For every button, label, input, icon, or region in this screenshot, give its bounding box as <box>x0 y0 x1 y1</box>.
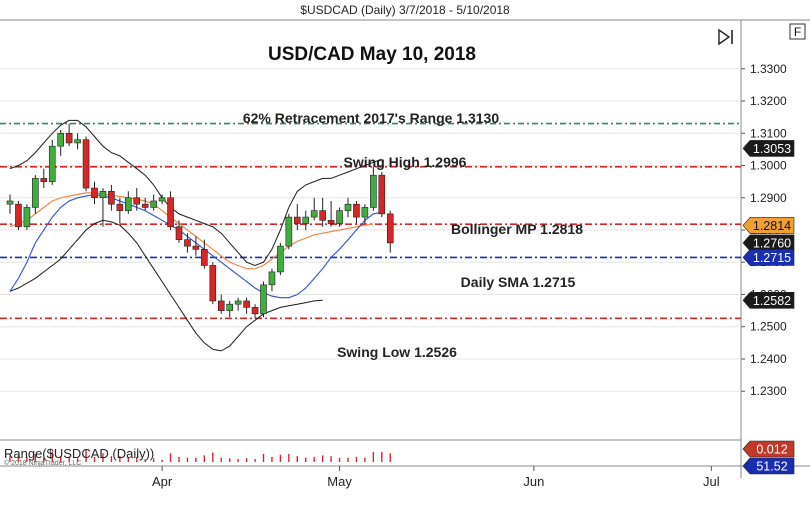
fib-level-label: 62% Retracement 2017's Range 1.3130 <box>243 110 499 126</box>
candle-body[interactable] <box>99 191 107 199</box>
candle-body[interactable] <box>184 239 191 247</box>
candle-body[interactable] <box>125 197 132 211</box>
bollinger-lower-line <box>9 219 323 352</box>
play-to-end-icon[interactable] <box>718 28 733 46</box>
flag-box[interactable] <box>789 23 806 40</box>
chart-title: USD/CAD May 10, 2018 <box>268 44 476 65</box>
y-tick-label: 1.3100 <box>750 126 787 140</box>
candle-body[interactable] <box>48 145 56 182</box>
candle-body[interactable] <box>217 300 225 311</box>
candle-body[interactable] <box>116 203 124 211</box>
copyright-text: © 2018 NinjaTrader, LLC <box>4 459 81 467</box>
window-title: $USDCAD (Daily) 3/7/2018 - 5/10/2018 <box>300 3 510 17</box>
y-tick-label: 1.3200 <box>750 94 787 108</box>
candle-body[interactable] <box>82 139 90 189</box>
swing-low-label: Swing Low 1.2526 <box>337 344 457 360</box>
candle-body[interactable] <box>319 210 326 221</box>
candle-body[interactable] <box>336 210 343 224</box>
candle-body[interactable] <box>23 207 31 228</box>
candle-body[interactable] <box>386 213 394 244</box>
range-value-badge-text: 0.012 <box>756 443 787 457</box>
last-badge-text: 1.2760 <box>753 236 791 250</box>
x-tick-label-jun: Jun <box>523 474 544 489</box>
candle-body[interactable] <box>40 178 48 182</box>
bollinger-mp-label: Bollinger MP 1.2818 <box>451 221 583 237</box>
bb-lower-badge <box>742 292 795 309</box>
candle-body[interactable] <box>150 200 157 208</box>
range-panel-label: Range($USDCAD (Daily)) <box>4 446 154 461</box>
candle-body[interactable] <box>74 139 81 144</box>
sma-badge <box>742 249 795 266</box>
candle-body[interactable] <box>277 245 284 273</box>
candle-body[interactable] <box>302 216 310 224</box>
candle-body[interactable] <box>293 216 301 224</box>
candle-body[interactable] <box>234 300 242 305</box>
bollinger-upper-line <box>9 119 382 267</box>
sma-badge-text: 1.2715 <box>753 251 791 265</box>
y-tick-label: 1.2400 <box>750 352 787 366</box>
candle-body[interactable] <box>32 178 39 208</box>
last-badge <box>742 234 795 252</box>
candle-body[interactable] <box>175 226 183 240</box>
bb-upper-badge-text: 1.3053 <box>753 142 791 156</box>
candle-body[interactable] <box>158 197 166 202</box>
candle-body[interactable] <box>141 203 149 208</box>
candle-body[interactable] <box>209 265 217 302</box>
candle-body[interactable] <box>353 203 360 218</box>
bb-mid-badge-text: 1.2814 <box>753 219 791 233</box>
candle-body[interactable] <box>361 207 369 218</box>
x-tick-label-jul: Jul <box>703 474 720 489</box>
candle-body[interactable] <box>226 303 233 311</box>
candle-body[interactable] <box>192 245 200 250</box>
flag-label: F <box>794 25 801 39</box>
sma-level-label: Daily SMA 1.2715 <box>461 274 576 290</box>
range-value-badge <box>742 440 795 458</box>
candle-body[interactable] <box>65 132 73 144</box>
y-tick-label: 1.3000 <box>750 159 787 173</box>
candle-body[interactable] <box>201 249 208 266</box>
candle-body[interactable] <box>15 203 22 228</box>
y-tick-label: 1.2500 <box>750 320 787 334</box>
range-avg-badge-text: 51.52 <box>756 460 787 474</box>
bollinger-middle-line <box>9 192 374 270</box>
candle-body[interactable] <box>251 307 259 315</box>
candle-body[interactable] <box>310 210 318 218</box>
candle-body[interactable] <box>285 216 293 247</box>
x-tick-label-may: May <box>327 474 352 489</box>
y-tick-label: 1.3300 <box>750 62 787 76</box>
candle-body[interactable] <box>378 174 386 215</box>
candle-body[interactable] <box>268 271 276 286</box>
candle-body[interactable] <box>57 132 65 147</box>
y-tick-label: 1.2900 <box>750 191 787 205</box>
candle-body[interactable] <box>133 197 141 205</box>
candle-body[interactable] <box>370 174 377 208</box>
x-tick-label-apr: Apr <box>152 474 173 489</box>
candle-body[interactable] <box>6 200 14 205</box>
candle-body[interactable] <box>243 300 250 308</box>
candle-body[interactable] <box>167 197 174 228</box>
y-tick-label: 1.2300 <box>750 384 787 398</box>
bb-lower-badge-text: 1.2582 <box>753 294 791 308</box>
candle-body[interactable] <box>344 203 352 211</box>
candle-body[interactable] <box>260 284 267 315</box>
bb-upper-badge <box>742 140 795 157</box>
range-avg-badge <box>742 457 795 475</box>
candle-body[interactable] <box>91 187 98 199</box>
bb-mid-badge <box>742 217 795 234</box>
swing-high-label: Swing High 1.2996 <box>344 154 467 170</box>
candle-body[interactable] <box>327 220 335 224</box>
candle-body[interactable] <box>108 191 115 205</box>
